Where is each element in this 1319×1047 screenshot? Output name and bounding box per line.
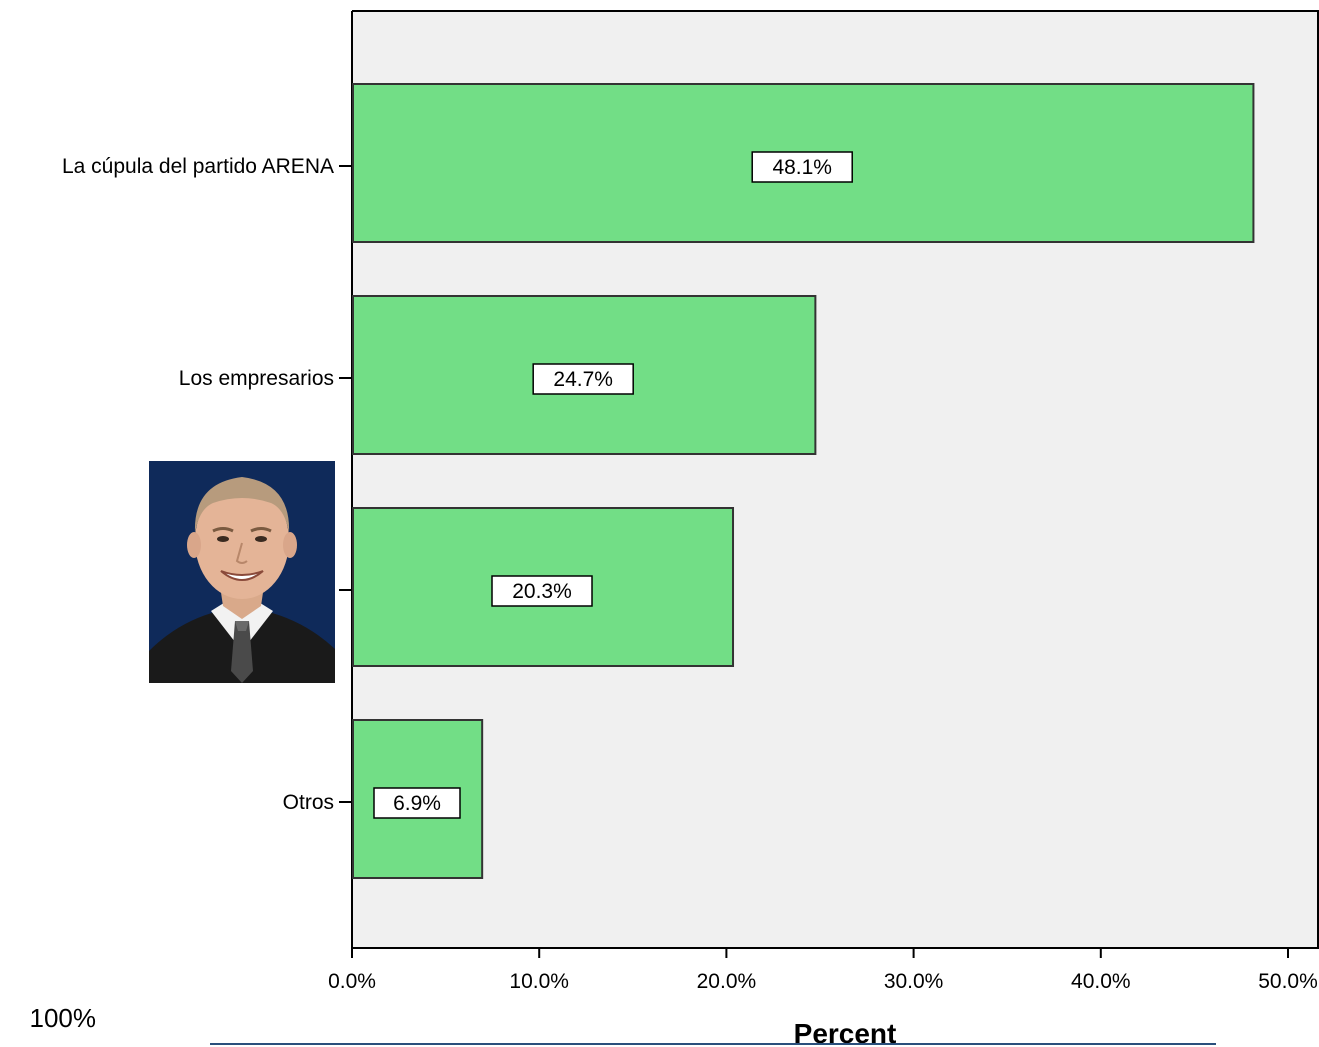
footnote-text-clip: 100% xyxy=(0,1000,110,1040)
data-label-2: 20.3% xyxy=(512,580,572,603)
category-label-0: La cúpula del partido ARENA xyxy=(62,155,334,178)
portrait-photo xyxy=(149,461,335,683)
footnote-text: 100% xyxy=(29,1003,97,1033)
data-label-1: 24.7% xyxy=(553,368,613,391)
data-label-box-1 xyxy=(532,363,634,395)
data-label-3: 6.9% xyxy=(393,792,441,815)
x-axis-label: Percent xyxy=(794,1018,897,1047)
x-tick-label-1: 10.0% xyxy=(509,970,569,993)
x-tick-label-5: 50.0% xyxy=(1258,970,1318,993)
x-tick-label-3: 30.0% xyxy=(884,970,944,993)
category-label-3: Otros xyxy=(283,791,334,814)
x-tick-label-2: 20.0% xyxy=(697,970,757,993)
data-label-box-0 xyxy=(751,151,853,183)
data-label-box-2 xyxy=(491,575,593,607)
bottom-divider xyxy=(210,1043,1216,1045)
data-label-0: 48.1% xyxy=(772,156,832,179)
x-tick-label-4: 40.0% xyxy=(1071,970,1131,993)
data-label-box-3 xyxy=(373,787,461,819)
x-tick-label-0: 0.0% xyxy=(328,970,376,993)
category-label-1: Los empresarios xyxy=(179,367,334,390)
